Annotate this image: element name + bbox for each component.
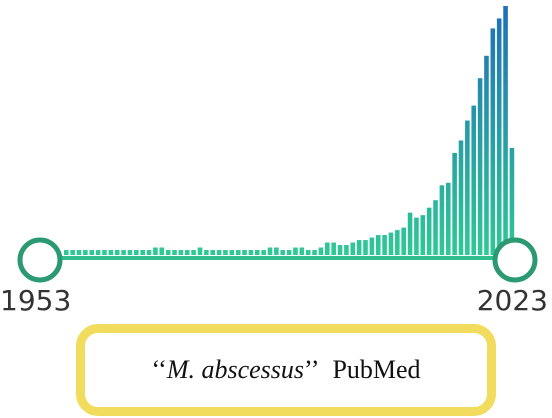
histogram-bar-2023 — [509, 147, 515, 255]
histogram-bar-1953 — [64, 250, 69, 255]
histogram-bar-1982 — [248, 250, 254, 255]
start-year-label: 1953 — [0, 284, 72, 317]
histogram-bar-2004 — [388, 232, 394, 255]
histogram-bar-2021 — [496, 18, 502, 256]
histogram-bar-2018 — [477, 78, 483, 256]
histogram-bar-1985 — [267, 247, 273, 255]
histogram-bar-1964 — [134, 250, 139, 255]
histogram-bar-2015 — [458, 140, 464, 255]
histogram-bar-1988 — [286, 250, 292, 255]
histogram-bar-2012 — [439, 185, 445, 255]
histogram-bar-2008 — [414, 217, 419, 255]
histogram-bar-2020 — [490, 28, 496, 255]
histogram-bar-2003 — [382, 235, 387, 255]
histogram-bar-2009 — [420, 215, 426, 255]
histogram-bar-2022 — [503, 6, 508, 255]
publication-timeline: 1953 2023 — [0, 6, 548, 317]
histogram-bar-1970 — [172, 250, 177, 255]
caption-quote-open: ‘‘ — [151, 355, 167, 384]
histogram-bar-1972 — [184, 250, 190, 255]
histogram-bar-1977 — [216, 250, 222, 255]
histogram-bar-1956 — [83, 250, 88, 255]
histogram-bar-1973 — [191, 250, 196, 255]
histogram-bar-1966 — [146, 250, 152, 255]
histogram-bar-2013 — [445, 182, 451, 255]
histogram-bar-2019 — [484, 55, 489, 255]
histogram-bar-1999 — [356, 240, 362, 255]
histogram-bar-1996 — [337, 245, 343, 255]
histogram-bar-1959 — [102, 250, 107, 255]
histogram-bar-1992 — [312, 250, 317, 255]
histogram-bar-1983 — [254, 250, 260, 255]
histogram-bar-2006 — [401, 227, 406, 255]
histogram-bar-1961 — [114, 250, 120, 255]
start-year-handle[interactable] — [17, 237, 63, 283]
histogram-bar-1986 — [274, 247, 279, 255]
histogram-bar-1971 — [178, 250, 184, 255]
histogram-bar-2014 — [452, 152, 457, 255]
histogram-bar-1962 — [121, 250, 126, 255]
histogram-bar-1981 — [242, 250, 247, 255]
histogram-bar-1978 — [223, 250, 228, 255]
caption-source: PubMed — [332, 355, 421, 384]
histogram-bar-1974 — [197, 247, 203, 255]
histogram-bar-2001 — [369, 237, 375, 255]
histogram-bar-2010 — [426, 207, 432, 255]
caption-text: ‘‘M. abscessus’’ PubMed — [151, 355, 420, 385]
caption-quote-close: ’’ — [304, 355, 320, 384]
histogram-bar-2002 — [375, 235, 381, 255]
histogram-bar-1990 — [299, 247, 305, 255]
histogram-bar-2011 — [433, 200, 438, 255]
histogram-bar-1991 — [305, 250, 311, 255]
histogram-bar-2005 — [395, 230, 400, 255]
histogram-bar-1993 — [318, 247, 324, 255]
end-year-label: 2023 — [476, 284, 548, 317]
histogram-bar-1987 — [280, 250, 286, 255]
histogram-bar-2007 — [407, 212, 413, 255]
histogram-bar-1980 — [235, 250, 241, 255]
caption-species: M. abscessus — [166, 355, 305, 384]
histogram-bar-1984 — [261, 250, 266, 255]
histogram-bar-1967 — [153, 247, 158, 255]
year-histogram — [17, 6, 538, 283]
histogram-bar-1989 — [293, 247, 298, 255]
histogram-bar-1963 — [127, 250, 133, 255]
histogram-bar-1955 — [76, 250, 82, 255]
histogram-bar-1965 — [140, 250, 145, 255]
histogram-bars — [64, 6, 515, 256]
histogram-bar-2017 — [471, 105, 477, 255]
histogram-bar-1960 — [108, 250, 114, 255]
histogram-bar-1994 — [325, 242, 330, 255]
histogram-bar-1975 — [204, 250, 209, 255]
histogram-bar-1957 — [89, 250, 95, 255]
histogram-bar-1954 — [70, 250, 75, 255]
end-year-handle[interactable] — [492, 237, 538, 283]
histogram-bar-1968 — [159, 247, 165, 255]
histogram-bar-1979 — [229, 250, 235, 255]
histogram-bar-1998 — [350, 242, 356, 255]
histogram-bar-1958 — [95, 250, 101, 255]
histogram-bar-1997 — [344, 245, 349, 255]
histogram-bar-1969 — [165, 250, 171, 255]
caption-box: ‘‘M. abscessus’’ PubMed — [76, 324, 496, 416]
histogram-bar-2016 — [465, 120, 470, 255]
histogram-bar-1995 — [331, 242, 336, 255]
histogram-bar-2000 — [363, 240, 368, 255]
histogram-bar-1976 — [210, 250, 215, 255]
